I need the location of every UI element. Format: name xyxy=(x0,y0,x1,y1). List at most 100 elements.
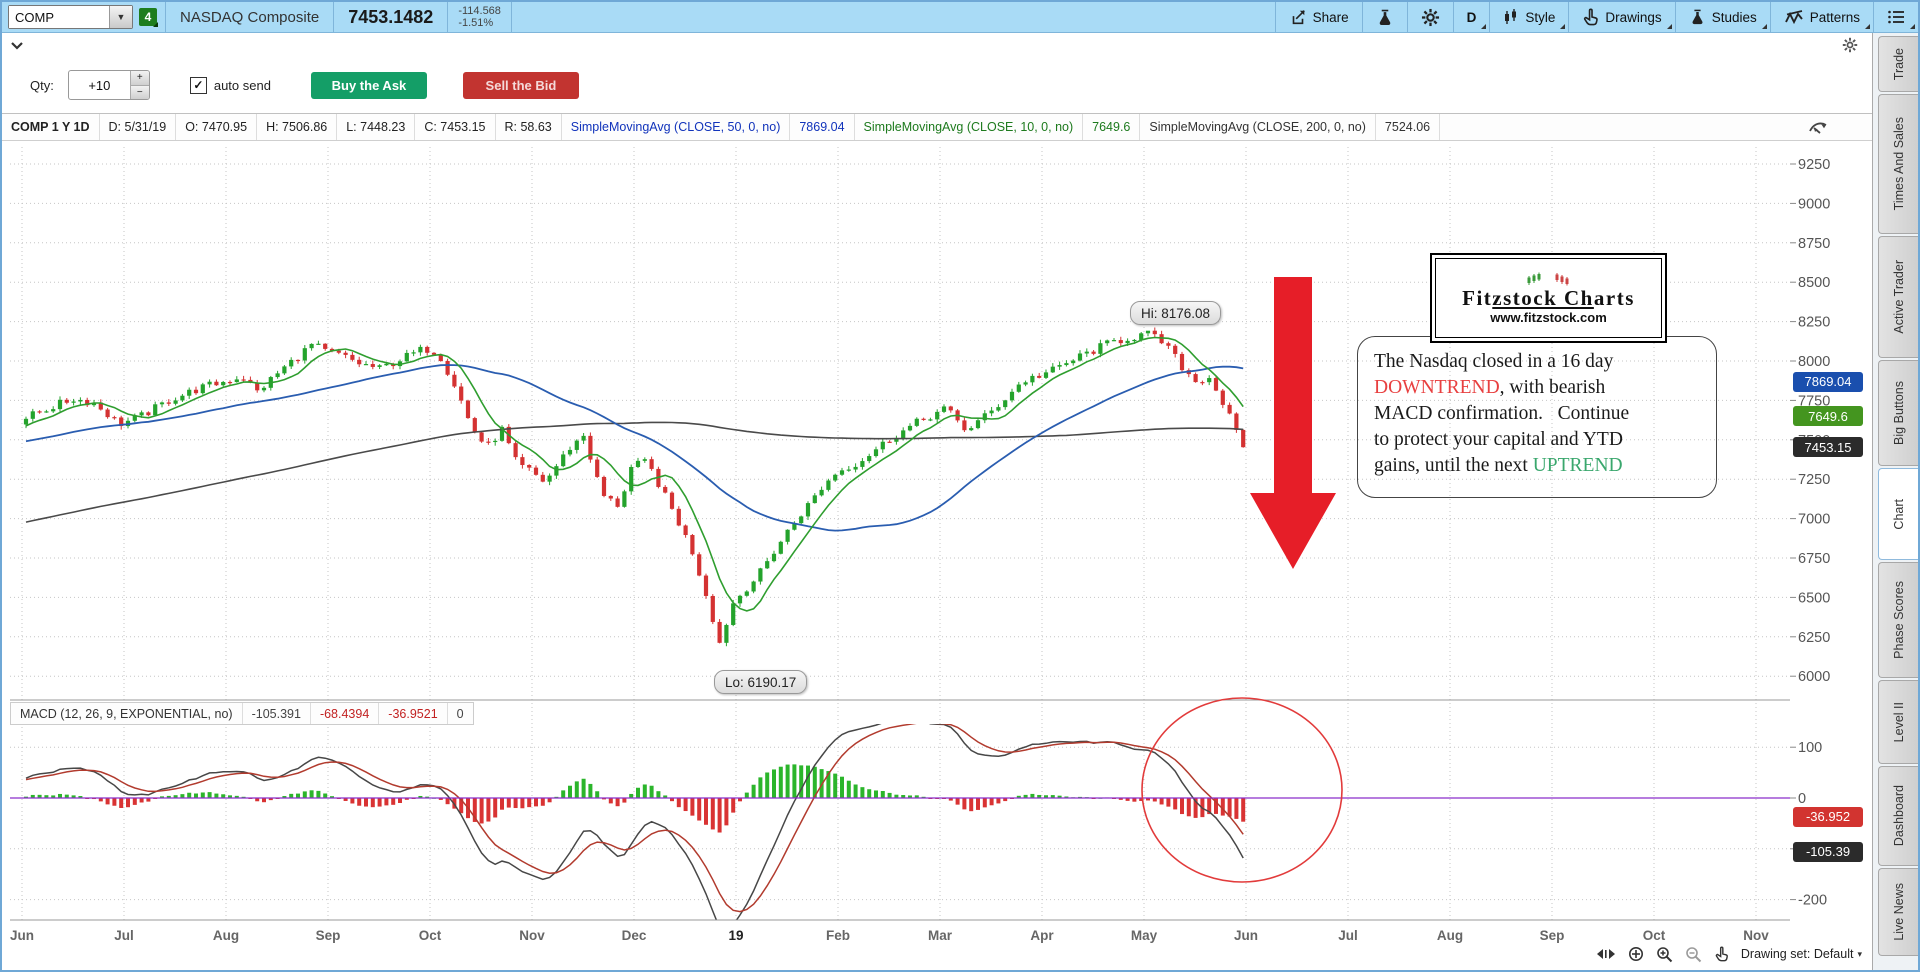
sidebar-tab-big-buttons[interactable]: Big Buttons xyxy=(1878,360,1918,466)
price-axis-label: 9250 xyxy=(1798,157,1830,173)
red-circle-annotation xyxy=(1141,697,1343,883)
macd-study-label[interactable]: MACD (12, 26, 9, EXPONENTIAL, no) xyxy=(11,703,243,724)
symbol-group: ▼ 4 xyxy=(2,2,165,32)
sidebar-tab-live-news[interactable]: Live News xyxy=(1878,868,1918,956)
red-down-arrow-annotation xyxy=(1250,277,1336,569)
studies-label: Studies xyxy=(1711,9,1757,25)
high-cell: H: 7506.86 xyxy=(257,114,338,140)
sma10-study-label[interactable]: SimpleMovingAvg (CLOSE, 10, 0, no) xyxy=(855,114,1084,140)
hand-tool-icon[interactable] xyxy=(1714,946,1729,962)
link-group-badge[interactable]: 4 xyxy=(139,8,158,27)
last-price-badge: 7453.15 xyxy=(1793,437,1863,458)
share-icon xyxy=(1289,8,1307,26)
zoom-to-fit-icon[interactable] xyxy=(1628,946,1644,962)
sma10-value: 7649.6 xyxy=(1083,114,1141,140)
collapse-chevron-button[interactable] xyxy=(10,41,24,50)
sma10-line xyxy=(25,336,1244,612)
macd-zero-cell: 0 xyxy=(456,706,464,721)
sell-bid-button[interactable]: Sell the Bid xyxy=(462,71,579,99)
chart-settings-button[interactable] xyxy=(1408,2,1453,32)
sidebar-tab-chart[interactable]: Chart xyxy=(1878,468,1918,560)
divider xyxy=(1361,2,1363,32)
sma200-study-label[interactable]: SimpleMovingAvg (CLOSE, 200, 0, no) xyxy=(1140,114,1376,140)
style-label: Style xyxy=(1525,9,1556,25)
sidebar-tab-active-trader[interactable]: Active Trader xyxy=(1878,236,1918,358)
date-cell: D: 5/31/19 xyxy=(100,114,177,140)
x-axis-label: Sep xyxy=(1540,928,1565,943)
quantity-stepper[interactable]: +10 + − xyxy=(67,70,150,100)
zoom-in-icon[interactable] xyxy=(1656,946,1673,963)
zoom-out-icon[interactable] xyxy=(1685,946,1702,963)
macd-value-badge: -105.39 xyxy=(1793,841,1863,862)
macd-axis-label: 0 xyxy=(1798,791,1806,807)
moving-averages-layer xyxy=(25,336,1244,612)
note-line: The Nasdaq closed in a 16 day xyxy=(1374,351,1614,372)
drawings-button[interactable]: Drawings xyxy=(1569,2,1674,32)
divider xyxy=(165,2,166,32)
patterns-button[interactable]: Patterns xyxy=(1771,2,1873,32)
timeframe-button[interactable]: D xyxy=(1454,2,1490,32)
buy-ask-button[interactable]: Buy the Ask xyxy=(310,71,427,99)
qty-decrement-button[interactable]: − xyxy=(130,85,149,99)
x-axis-label: Jun xyxy=(10,928,34,943)
price-axis-label: 8000 xyxy=(1798,354,1830,370)
dropdown-corner-icon xyxy=(1666,24,1672,29)
studies-button[interactable]: Studies xyxy=(1676,2,1770,32)
sidebar-tab-dashboard[interactable]: Dashboard xyxy=(1878,766,1918,866)
price-macd-plot: 9250900087508500825080007750750072507000… xyxy=(10,147,1830,943)
chart-panel: COMP 1 Y 1D D: 5/31/19 O: 7470.95 H: 750… xyxy=(2,113,1872,970)
axes-layer: 9250900087508500825080007750750072507000… xyxy=(10,157,1830,943)
patterns-label: Patterns xyxy=(1809,9,1860,25)
share-button[interactable]: Share xyxy=(1276,2,1362,32)
divider xyxy=(1873,2,1874,32)
x-axis-label: 19 xyxy=(728,928,743,943)
divider xyxy=(1274,2,1276,32)
auto-send-checkbox[interactable]: ✓ xyxy=(189,76,207,94)
x-axis-label: Aug xyxy=(1437,928,1463,943)
sidebar-tab-trade[interactable]: Trade xyxy=(1878,36,1918,92)
divider xyxy=(1568,2,1570,32)
order-panel-gear-button[interactable] xyxy=(1842,37,1858,53)
dropdown-corner-icon xyxy=(1560,24,1566,29)
divider xyxy=(1489,2,1491,32)
share-label: Share xyxy=(1312,9,1349,25)
divider xyxy=(447,2,449,32)
drawings-label: Drawings xyxy=(1605,9,1662,25)
drawing-set-selector[interactable]: Drawing set: Default ▾ xyxy=(1741,947,1862,961)
symbol-dropdown-button[interactable]: ▼ xyxy=(109,6,132,28)
symbol-combo[interactable]: ▼ xyxy=(8,5,133,29)
sidebar-tab-label: Trade xyxy=(1891,47,1906,81)
sidebar-tab-times-and-sales[interactable]: Times And Sales xyxy=(1878,94,1918,234)
low-cell: L: 7448.23 xyxy=(337,114,416,140)
qty-value[interactable]: +10 xyxy=(88,77,111,93)
style-button[interactable]: Style xyxy=(1490,2,1568,32)
divider xyxy=(333,2,335,32)
chart-status-bar: Drawing set: Default ▾ xyxy=(1596,942,1862,966)
grid-layer xyxy=(10,147,1790,920)
chart-area[interactable]: 9250900087508500825080007750750072507000… xyxy=(2,141,1872,970)
price-axis-label: 8500 xyxy=(1798,275,1830,291)
close-cell: C: 7453.15 xyxy=(415,114,496,140)
sidebar-tab-phase-scores[interactable]: Phase Scores xyxy=(1878,562,1918,678)
sma50-study-label[interactable]: SimpleMovingAvg (CLOSE, 50, 0, no) xyxy=(562,114,791,140)
sidebar-tab-level-ii[interactable]: Level II xyxy=(1878,680,1918,764)
top-toolbar: ▼ 4 NASDAQ Composite 7453.1482 -114.568 … xyxy=(2,2,1918,33)
hand-pointer-icon xyxy=(1582,8,1599,26)
axis-auto-fit-icon[interactable] xyxy=(1806,114,1830,140)
qty-increment-button[interactable]: + xyxy=(130,71,149,86)
divider xyxy=(1452,2,1454,32)
macd-axis-label: 100 xyxy=(1798,740,1822,756)
sidebar-tab-label: Chart xyxy=(1891,498,1906,530)
dropdown-corner-icon xyxy=(1761,24,1767,29)
low-tooltip: Lo: 6190.17 xyxy=(714,670,808,694)
x-axis-label: Dec xyxy=(622,928,647,943)
chart-menu-button[interactable] xyxy=(1874,2,1918,32)
note-text: The Nasdaq closed in a 16 day DOWNTREND, … xyxy=(1374,349,1700,479)
analysis-flask-button[interactable] xyxy=(1363,2,1407,32)
order-entry-row: Qty: +10 + − ✓ auto send Buy the Ask Sel… xyxy=(2,57,1872,113)
list-menu-icon xyxy=(1887,9,1905,25)
symbol-input[interactable] xyxy=(9,6,109,28)
chevron-down-icon: ▾ xyxy=(1857,948,1862,959)
pan-left-right-icon[interactable] xyxy=(1596,948,1616,960)
price-axis-label: 7250 xyxy=(1798,472,1830,488)
